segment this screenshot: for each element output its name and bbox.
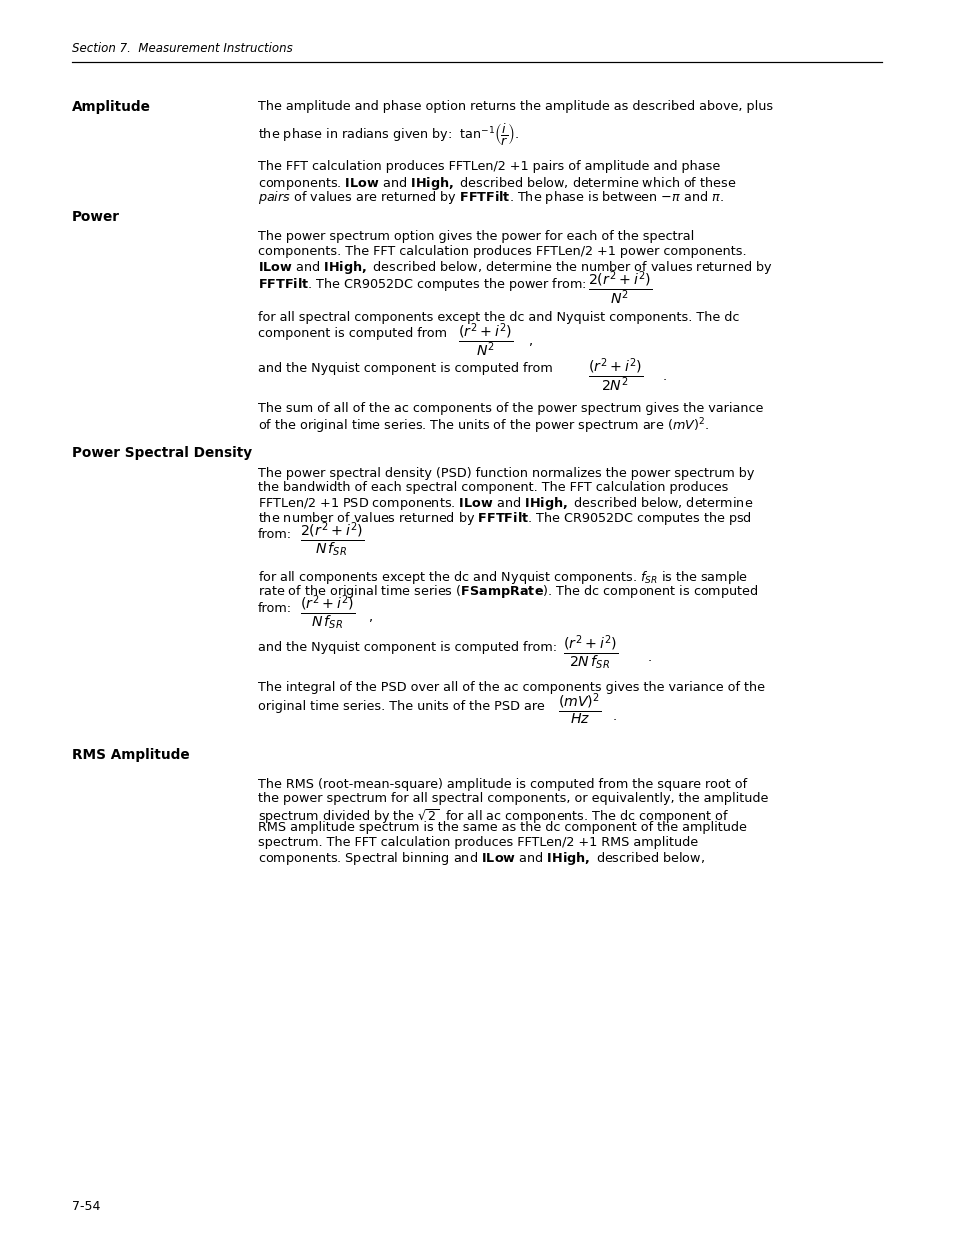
Text: $\dfrac{\left(r^{2}+i^{2}\right)}{2N^{2}}$: $\dfrac{\left(r^{2}+i^{2}\right)}{2N^{2}… xyxy=(587,356,642,394)
Text: The RMS (root-mean-square) amplitude is computed from the square root of: The RMS (root-mean-square) amplitude is … xyxy=(257,778,746,790)
Text: $\dfrac{\left(r^{2}+i^{2}\right)}{N^{2}}$: $\dfrac{\left(r^{2}+i^{2}\right)}{N^{2}}… xyxy=(457,321,513,358)
Text: $\dfrac{2\left(r^{2}+i^{2}\right)}{N^{2}}$: $\dfrac{2\left(r^{2}+i^{2}\right)}{N^{2}… xyxy=(587,269,652,308)
Text: the bandwidth of each spectral component. The FFT calculation produces: the bandwidth of each spectral component… xyxy=(257,480,727,494)
Text: $\dfrac{2\left(r^{2}+i^{2}\right)}{N\,f_{SR}}$: $\dfrac{2\left(r^{2}+i^{2}\right)}{N\,f_… xyxy=(299,520,364,559)
Text: the phase in radians given by:  $\tan^{-1}\!\left(\dfrac{i}{r}\right).$: the phase in radians given by: $\tan^{-1… xyxy=(257,121,518,147)
Text: spectrum divided by the $\sqrt{2}$  for all ac components. The dc component of: spectrum divided by the $\sqrt{2}$ for a… xyxy=(257,806,729,826)
Text: RMS amplitude spectrum is the same as the dc component of the amplitude: RMS amplitude spectrum is the same as th… xyxy=(257,821,746,835)
Text: ,: , xyxy=(527,335,532,348)
Text: $\mathit{pairs}$ of values are returned by $\mathbf{FFTFilt}$. The phase is betw: $\mathit{pairs}$ of values are returned … xyxy=(257,189,723,206)
Text: 7-54: 7-54 xyxy=(71,1200,100,1213)
Text: FFTLen/2 +1 PSD components. $\mathbf{ILow}$ and $\mathbf{IHigh,}$ described belo: FFTLen/2 +1 PSD components. $\mathbf{ILo… xyxy=(257,495,753,513)
Text: .: . xyxy=(662,370,666,383)
Text: for all spectral components except the dc and Nyquist components. The dc: for all spectral components except the d… xyxy=(257,310,739,324)
Text: component is computed from: component is computed from xyxy=(257,327,447,340)
Text: from:: from: xyxy=(257,529,292,541)
Text: Section 7.  Measurement Instructions: Section 7. Measurement Instructions xyxy=(71,42,293,56)
Text: the number of values returned by $\mathbf{FFTFilt}$. The CR9052DC computes the p: the number of values returned by $\mathb… xyxy=(257,510,751,527)
Text: The amplitude and phase option returns the amplitude as described above, plus: The amplitude and phase option returns t… xyxy=(257,100,772,112)
Text: .: . xyxy=(613,710,617,722)
Text: and the Nyquist component is computed from: and the Nyquist component is computed fr… xyxy=(257,362,552,375)
Text: Power: Power xyxy=(71,210,120,224)
Text: $\mathbf{FFTFilt}$. The CR9052DC computes the power from:: $\mathbf{FFTFilt}$. The CR9052DC compute… xyxy=(257,275,586,293)
Text: components. $\mathbf{ILow}$ and $\mathbf{IHigh,}$ described below, determine whi: components. $\mathbf{ILow}$ and $\mathbf… xyxy=(257,174,736,191)
Text: the power spectrum for all spectral components, or equivalently, the amplitude: the power spectrum for all spectral comp… xyxy=(257,793,767,805)
Text: .: . xyxy=(647,652,652,664)
Text: ,: , xyxy=(368,611,372,625)
Text: and the Nyquist component is computed from:: and the Nyquist component is computed fr… xyxy=(257,641,557,655)
Text: $\dfrac{\left(r^{2}+i^{2}\right)}{N\,f_{SR}}$: $\dfrac{\left(r^{2}+i^{2}\right)}{N\,f_{… xyxy=(299,594,355,632)
Text: The power spectral density (PSD) function normalizes the power spectrum by: The power spectral density (PSD) functio… xyxy=(257,467,754,479)
Text: $\dfrac{\left(mV\right)^{2}}{Hz}$: $\dfrac{\left(mV\right)^{2}}{Hz}$ xyxy=(558,692,600,727)
Text: original time series. The units of the PSD are: original time series. The units of the P… xyxy=(257,700,544,713)
Text: The power spectrum option gives the power for each of the spectral: The power spectrum option gives the powe… xyxy=(257,230,694,243)
Text: components. The FFT calculation produces FFTLen/2 +1 power components.: components. The FFT calculation produces… xyxy=(257,245,746,258)
Text: components. Spectral binning and $\mathbf{ILow}$ and $\mathbf{IHigh,}$ described: components. Spectral binning and $\mathb… xyxy=(257,851,704,867)
Text: spectrum. The FFT calculation produces FFTLen/2 +1 RMS amplitude: spectrum. The FFT calculation produces F… xyxy=(257,836,698,848)
Text: RMS Amplitude: RMS Amplitude xyxy=(71,748,190,762)
Text: $\dfrac{\left(r^{2}+i^{2}\right)}{2N\,f_{SR}}$: $\dfrac{\left(r^{2}+i^{2}\right)}{2N\,f_… xyxy=(562,634,618,672)
Text: The integral of the PSD over all of the ac components gives the variance of the: The integral of the PSD over all of the … xyxy=(257,682,764,694)
Text: The sum of all of the ac components of the power spectrum gives the variance: The sum of all of the ac components of t… xyxy=(257,403,762,415)
Text: rate of the original time series ($\mathbf{FSampRate}$). The dc component is com: rate of the original time series ($\math… xyxy=(257,583,758,600)
Text: Amplitude: Amplitude xyxy=(71,100,151,114)
Text: from:: from: xyxy=(257,601,292,615)
Text: Power Spectral Density: Power Spectral Density xyxy=(71,447,252,461)
Text: $\mathbf{ILow}$ and $\mathbf{IHigh,}$ described below, determine the number of v: $\mathbf{ILow}$ and $\mathbf{IHigh,}$ de… xyxy=(257,259,772,275)
Text: for all components except the dc and Nyquist components. $f_{SR}$ is the sample: for all components except the dc and Nyq… xyxy=(257,568,747,585)
Text: The FFT calculation produces FFTLen/2 +1 pairs of amplitude and phase: The FFT calculation produces FFTLen/2 +1… xyxy=(257,161,720,173)
Text: of the original time series. The units of the power spectrum are $\left(mV\right: of the original time series. The units o… xyxy=(257,416,708,436)
